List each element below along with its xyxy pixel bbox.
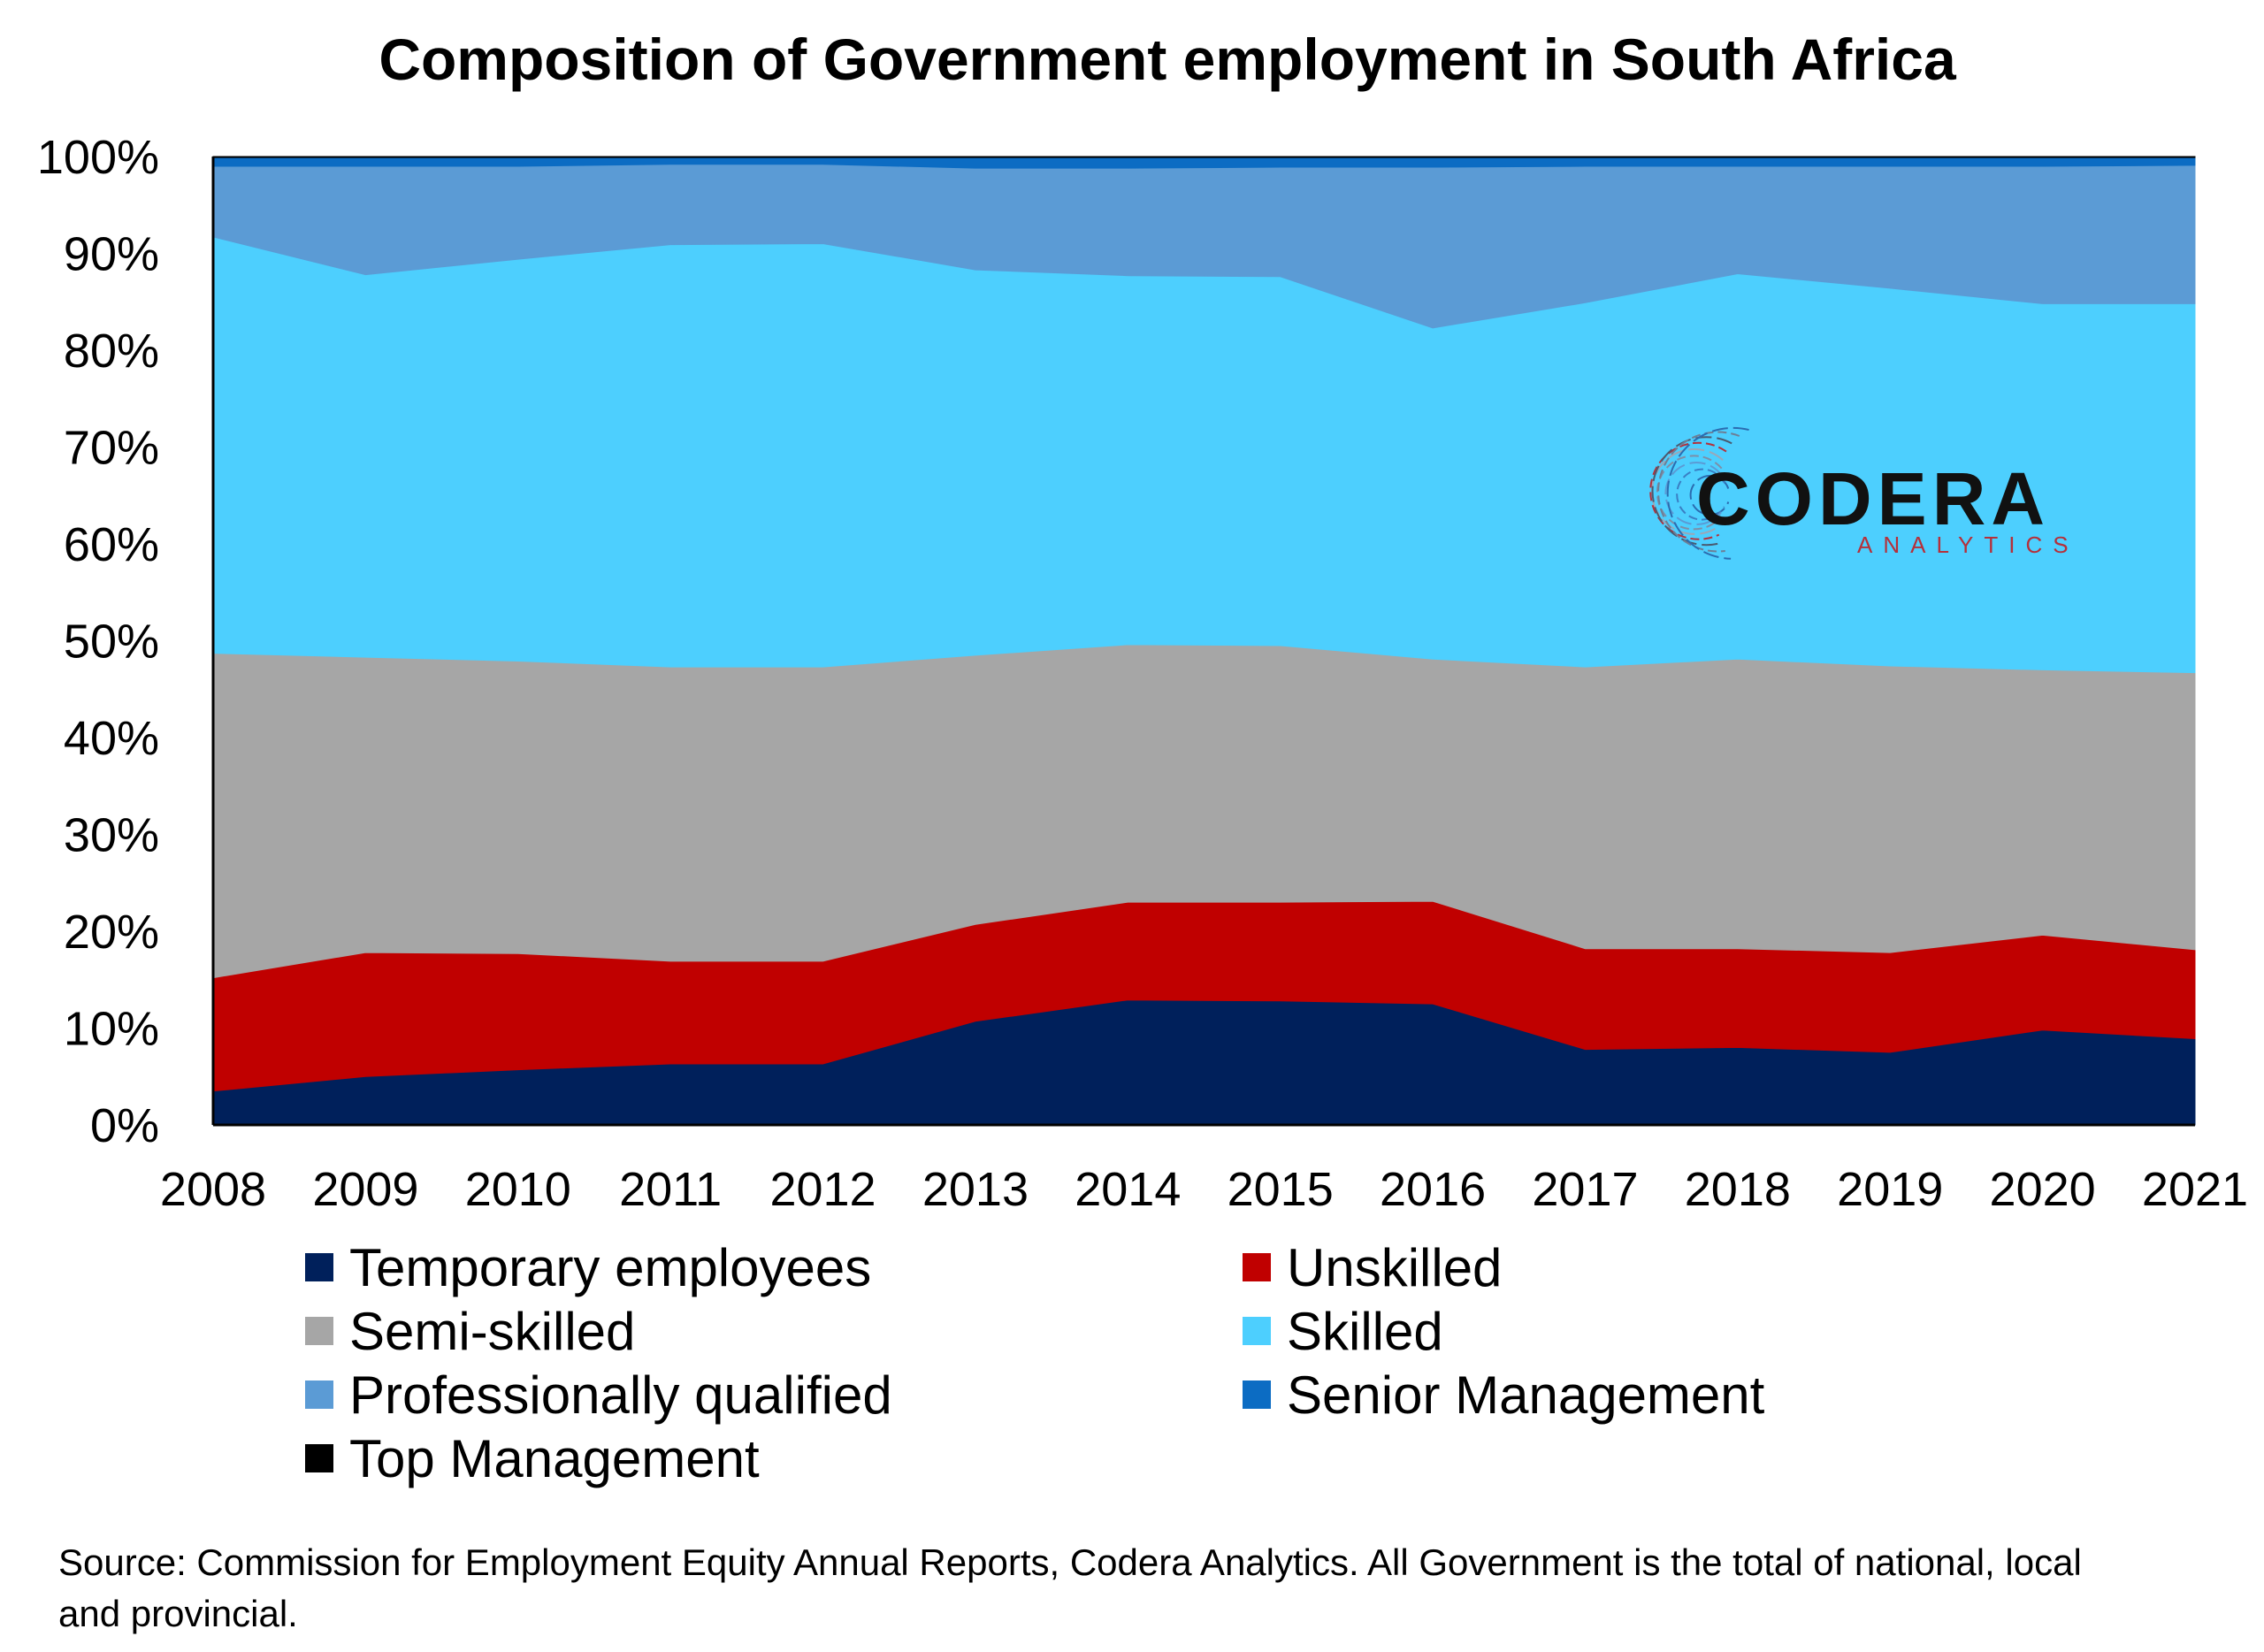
x-tick-label: 2021 bbox=[2142, 1163, 2248, 1216]
legend-swatch bbox=[1243, 1253, 1271, 1281]
logo-arc bbox=[1666, 426, 1749, 560]
y-tick-label: 0% bbox=[90, 1099, 159, 1152]
x-tick-label: 2012 bbox=[769, 1163, 876, 1216]
logo-arc bbox=[1657, 431, 1740, 553]
y-tick-label: 100% bbox=[37, 131, 159, 184]
logo-arc bbox=[1676, 468, 1725, 521]
legend-item: Semi-skilled bbox=[305, 1302, 635, 1361]
y-tick-label: 60% bbox=[64, 518, 159, 571]
legend-swatch bbox=[1243, 1317, 1271, 1345]
x-tick-label: 2018 bbox=[1685, 1163, 1791, 1216]
stacked-areas bbox=[212, 156, 2196, 1126]
y-tick-label: 70% bbox=[64, 422, 159, 475]
x-tick-label: 2010 bbox=[465, 1163, 571, 1216]
legend-label: Skilled bbox=[1287, 1302, 1443, 1361]
area-series-3 bbox=[212, 236, 2196, 674]
legend: Temporary employees Unskilled Semi-skilled… bbox=[305, 1238, 1765, 1488]
legend-item: Professionally qualified bbox=[305, 1365, 892, 1425]
legend-item: Top Management bbox=[305, 1429, 760, 1488]
x-tick-label: 2008 bbox=[160, 1163, 266, 1216]
x-axis-ticks: 2008 2009 2010 2011 2012 2013 2014 2015 2016 2017… bbox=[160, 1163, 2248, 1216]
logo-arc bbox=[1649, 441, 1727, 540]
legend-label: Professionally qualified bbox=[349, 1365, 892, 1425]
y-tick-label: 20% bbox=[64, 906, 159, 959]
y-tick-label: 10% bbox=[64, 1003, 159, 1056]
legend-item: Unskilled bbox=[1243, 1238, 1502, 1297]
y-axis-ticks: 0% 10% 20% 30% 40% 50% 60% 70% 80% 90% 100% bbox=[37, 131, 159, 1152]
legend-item: Temporary employees bbox=[305, 1238, 871, 1297]
logo-arc bbox=[1689, 475, 1730, 516]
legend-label: Temporary employees bbox=[349, 1238, 871, 1297]
x-tick-label: 2014 bbox=[1075, 1163, 1181, 1216]
legend-label: Senior Management bbox=[1287, 1365, 1765, 1425]
legend-item: Senior Management bbox=[1243, 1365, 1765, 1425]
legend-swatch bbox=[305, 1253, 333, 1281]
x-tick-label: 2013 bbox=[922, 1163, 1029, 1216]
logo-wordmark: CODERA bbox=[1696, 457, 2050, 540]
legend-item: Skilled bbox=[1243, 1302, 1443, 1361]
x-tick-label: 2011 bbox=[619, 1163, 722, 1216]
x-tick-label: 2015 bbox=[1228, 1163, 1334, 1216]
source-note: Source: Commission for Employment Equity… bbox=[58, 1541, 2082, 1634]
x-tick-label: 2019 bbox=[1837, 1163, 1943, 1216]
legend-label: Top Management bbox=[349, 1429, 760, 1488]
x-tick-label: 2016 bbox=[1380, 1163, 1486, 1216]
legend-swatch bbox=[1243, 1380, 1271, 1409]
legend-swatch bbox=[305, 1317, 333, 1345]
legend-swatch bbox=[305, 1380, 333, 1409]
x-tick-label: 2009 bbox=[312, 1163, 418, 1216]
y-tick-label: 90% bbox=[64, 228, 159, 281]
logo-circuit-icon bbox=[1649, 426, 1749, 560]
logo-arc bbox=[1656, 455, 1723, 531]
x-tick-label: 2017 bbox=[1532, 1163, 1638, 1216]
codera-logo: CODERA ANALYTICS bbox=[1649, 426, 2079, 560]
y-tick-label: 30% bbox=[64, 809, 159, 862]
logo-subtitle: ANALYTICS bbox=[1857, 532, 2079, 558]
axes bbox=[211, 157, 2195, 1127]
legend-swatch bbox=[305, 1444, 333, 1472]
logo-arc bbox=[1664, 462, 1724, 525]
legend-label: Unskilled bbox=[1287, 1238, 1502, 1297]
y-tick-label: 40% bbox=[64, 712, 159, 765]
area-series-5 bbox=[212, 157, 2196, 169]
chart-title: Composition of Government employment in … bbox=[379, 27, 1957, 92]
legend-label: Semi-skilled bbox=[349, 1302, 635, 1361]
x-tick-label: 2020 bbox=[1990, 1163, 2096, 1216]
y-tick-label: 80% bbox=[64, 325, 159, 378]
y-tick-label: 50% bbox=[64, 616, 159, 669]
